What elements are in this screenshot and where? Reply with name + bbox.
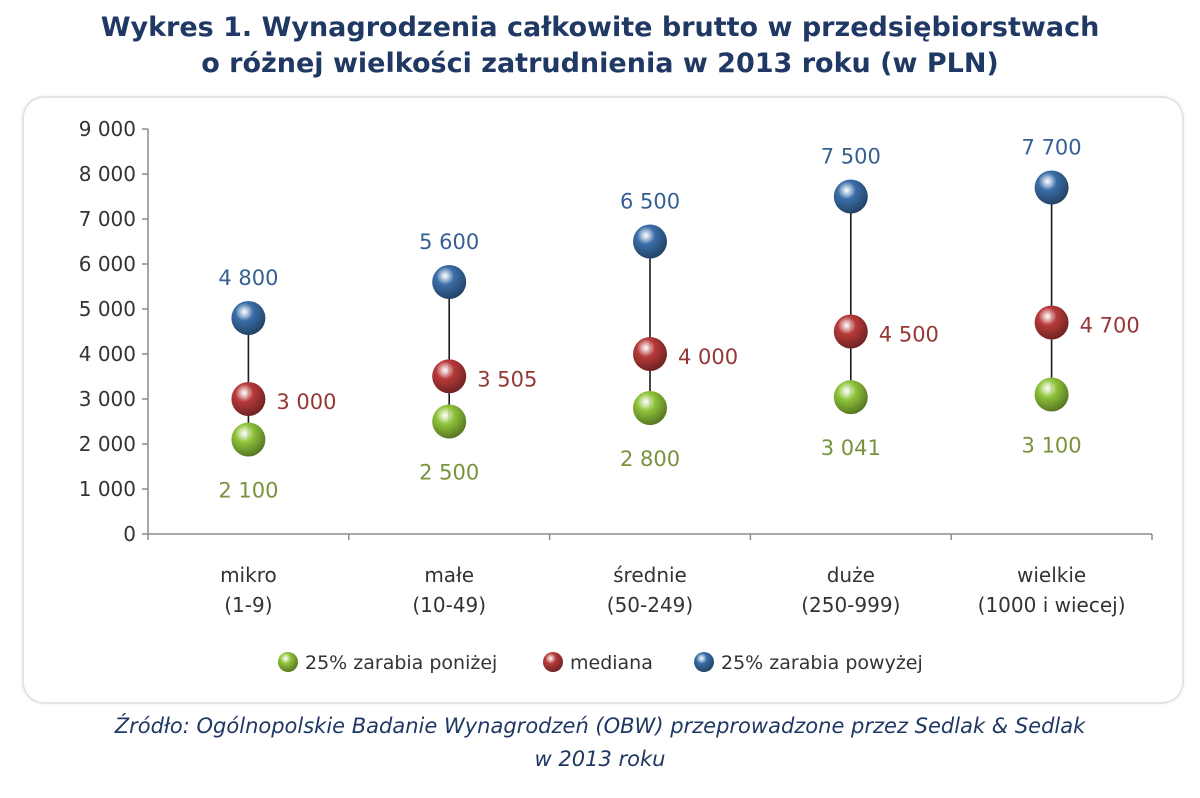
low-point [432,404,467,439]
legend-item: mediana [543,652,653,674]
low-point-label: 3 100 [1022,434,1082,458]
legend-marker [543,652,563,672]
x-tick-label: mikro [220,563,277,587]
chart-panel [22,96,1184,704]
median-point [833,314,868,349]
low-point [633,391,667,425]
high-point-label: 7 700 [1022,136,1082,160]
chart-marks: 2 100 2 500 2 800 3 041 3 100 4 800 5 600 6 500… [218,136,1139,503]
legend-label: 25% zarabia poniżej [305,652,497,674]
low-point-label: 2 500 [419,461,479,485]
low-point-label: 2 800 [620,447,680,471]
y-tick-label: 3 000 [79,387,136,411]
high-point [833,179,868,214]
y-tick-label: 2 000 [79,432,136,456]
x-tick-label: średnie [613,563,687,587]
y-tick-label: 8 000 [79,162,136,186]
high-point-label: 4 800 [218,266,278,290]
high-point [633,224,667,259]
median-point-label: 3 505 [477,367,537,391]
low-point-label: 3 041 [821,436,881,460]
axes: 0 1 000 2 000 3 000 4 000 5 000 6 000 7 000 8 00… [79,117,1153,617]
legend-item: 25% zarabia poniżej [278,652,497,674]
low-point [231,422,266,457]
y-tick-label: 9 000 [79,117,136,141]
source-line-1: Źródło: Ogólnopolskie Badanie Wynagrodze… [114,714,1086,738]
y-tick-label: 0 [123,522,136,546]
x-tick-label: wielkie [1017,563,1086,587]
high-point [1034,170,1069,205]
low-point [833,380,868,415]
legend-item: 25% zarabia powyżej [694,652,923,674]
x-tick-label: (10-49) [412,593,486,617]
x-tick-label: (1000 i wiecej) [978,593,1126,617]
x-tick-label: duże [827,563,875,587]
x-tick-label: małe [424,563,474,587]
median-point [231,382,266,416]
y-tick-label: 4 000 [79,342,136,366]
y-tick-label: 5 000 [79,297,136,321]
y-tick-label: 1 000 [79,477,136,501]
legend-label: mediana [570,652,653,674]
median-point-label: 4 000 [678,345,738,369]
low-point [1034,377,1069,412]
high-point [231,301,266,335]
x-tick-label: (1-9) [224,593,272,617]
median-point [633,337,667,371]
median-point-label: 4 500 [879,323,939,347]
source-line-2: w 2013 roku [534,747,666,771]
median-point-label: 3 000 [276,390,336,414]
median-point [432,359,467,394]
legend: 25% zarabia poniżej mediana 25% zarabia po… [278,652,923,674]
median-point [1034,305,1069,340]
x-tick-label: (250-999) [801,593,900,617]
y-tick-label: 7 000 [79,207,136,231]
low-point-label: 2 100 [218,479,278,503]
chart-title: Wykres 1. Wynagrodzenia całkowite brutto… [0,10,1200,82]
legend-label: 25% zarabia powyżej [721,652,923,674]
high-point-label: 7 500 [821,145,881,169]
legend-marker [694,652,714,672]
source-note: Źródło: Ogólnopolskie Badanie Wynagrodze… [0,710,1200,776]
x-tick-label: (50-249) [607,593,693,617]
high-point-label: 6 500 [620,190,680,214]
chart-title-line-1: Wykres 1. Wynagrodzenia całkowite brutto… [100,12,1100,43]
chart-title-line-2: o różnej wielkości zatrudnienia w 2013 r… [201,48,999,79]
high-point [432,265,467,299]
high-point-label: 5 600 [419,230,479,254]
y-tick-label: 6 000 [79,252,136,276]
legend-marker [278,652,298,672]
median-point-label: 4 700 [1080,314,1140,338]
